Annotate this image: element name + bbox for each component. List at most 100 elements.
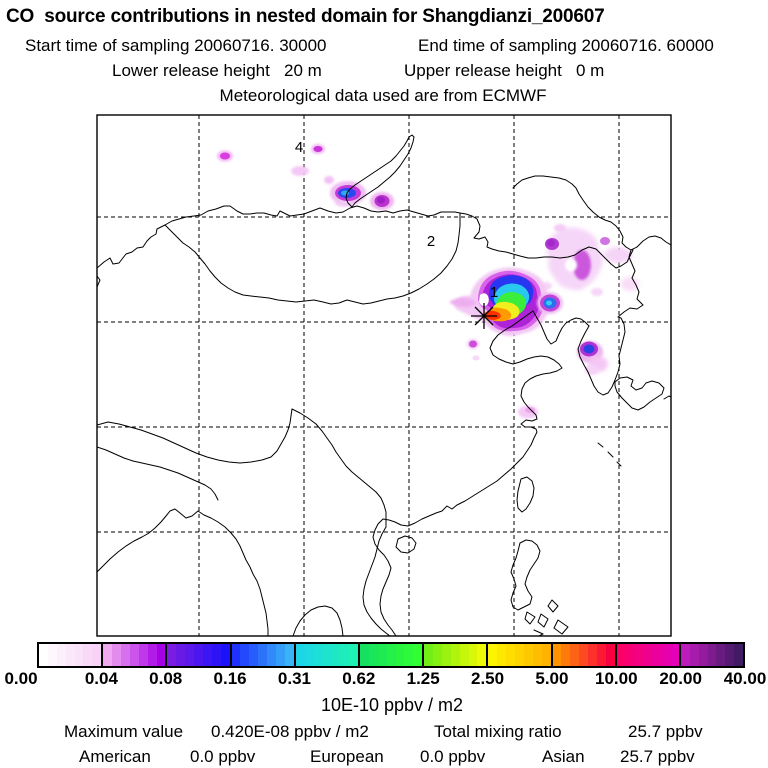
colorbar-cell: [231, 644, 241, 666]
colorbar-tick-label: 2.50: [470, 669, 505, 688]
colorbar-cell: [103, 644, 113, 666]
met-source-label: Meteorological data used are from ECMWF: [219, 86, 547, 105]
coastlines: [97, 134, 671, 636]
region-asian-label: Asian: [542, 747, 585, 766]
colorbar-cell: [561, 644, 571, 666]
colorbar-cell: [176, 644, 186, 666]
colorbar-cell: [488, 644, 498, 666]
colorbar-cell: [570, 644, 580, 666]
colorbar-cell: [433, 644, 442, 666]
total-mixing-ratio-value: 25.7 ppbv: [628, 722, 703, 741]
colorbar-cell: [295, 644, 305, 666]
colorbar-cell: [413, 644, 423, 666]
asterisk-arm: [474, 306, 494, 326]
colorbar-segment: [357, 644, 423, 666]
colorbar-cell: [112, 644, 121, 666]
colorbar-cell: [220, 644, 230, 666]
maximum-value-label: Maximum value: [64, 722, 184, 741]
colorbar-tick-label: 20.00: [659, 669, 702, 688]
colorbar-cell: [359, 644, 369, 666]
lower-release-label: Lower release height 20 m: [112, 61, 322, 80]
colorbar-segment: [614, 644, 679, 666]
graticule: [97, 115, 671, 636]
colorbar-cell: [497, 644, 507, 666]
colorbar-tick-label: 0.08: [149, 669, 183, 688]
colorbar-cell: [156, 644, 166, 666]
colorbar-cell: [211, 644, 221, 666]
upper-release-label: Upper release height 0 m: [404, 61, 605, 80]
colorbar-cell: [322, 644, 332, 666]
colorbar-cell: [147, 644, 157, 666]
colorbar-cell: [404, 644, 414, 666]
colorbar-cell: [634, 644, 644, 666]
colorbar-segment: [229, 644, 294, 666]
map-border: [96, 114, 672, 637]
region-asian-value: 25.7 ppbv: [620, 747, 695, 766]
colorbar-cell: [74, 644, 84, 666]
colorbar-cell: [331, 644, 341, 666]
map-label-2: 2: [427, 233, 435, 250]
sampling-start-label: Start time of sampling 20060716. 30000: [25, 36, 327, 55]
colorbar-cell: [240, 644, 250, 666]
colorbar-cell: [514, 644, 524, 666]
colorbar-cell: [267, 644, 277, 666]
colorbar-cell: [386, 644, 396, 666]
colorbar-cell: [258, 644, 268, 666]
colorbar-cell: [689, 644, 699, 666]
colorbar-cell: [680, 644, 690, 666]
colorbar-cell: [734, 644, 744, 666]
colorbar-tick-label: 0.00: [4, 669, 38, 688]
maximum-value: 0.420E-08 ppbv / m2: [211, 722, 369, 741]
colorbar-tick-label: 0.16: [213, 669, 247, 688]
colorbar-cell: [588, 644, 597, 666]
colorbar-segment: [101, 644, 166, 666]
region-american-label: American: [79, 747, 151, 766]
colorbar-cell: [532, 644, 542, 666]
colorbar-cell: [47, 644, 57, 666]
colorbar-cell: [340, 644, 350, 666]
colorbar-cell: [477, 644, 487, 666]
colorbar-cell: [450, 644, 460, 666]
region-european-value: 0.0 ppbv: [420, 747, 486, 766]
colorbar-segment: [550, 644, 615, 666]
colorbar-segment: [678, 644, 744, 666]
colorbar-cell: [83, 644, 93, 666]
colorbar-tick-label: 0.62: [342, 669, 376, 688]
colorbar-cell: [725, 644, 735, 666]
colorbar: [37, 642, 745, 668]
region-american-value: 0.0 ppbv: [190, 747, 256, 766]
colorbar-cell: [707, 644, 717, 666]
sampling-end-label: End time of sampling 20060716. 60000: [418, 36, 714, 55]
colorbar-segment: [165, 644, 230, 666]
colorbar-cell: [579, 644, 589, 666]
colorbar-cell: [249, 644, 259, 666]
colorbar-cell: [202, 644, 212, 666]
colorbar-tick-label: 0.04: [84, 669, 118, 688]
colorbar-cell: [368, 644, 378, 666]
colorbar-segment: [486, 644, 551, 666]
colorbar-cell: [468, 644, 478, 666]
total-mixing-ratio-label: Total mixing ratio: [434, 722, 562, 741]
colorbar-cell: [523, 644, 533, 666]
colorbar-cell: [185, 644, 195, 666]
colorbar-cell: [92, 644, 102, 666]
colorbar-tick-label: 40.00: [723, 669, 767, 688]
colorbar-cell: [652, 644, 662, 666]
colorbar-cell: [552, 644, 562, 666]
colorbar-units-label: 10E-10 ppbv / m2: [320, 695, 464, 715]
map-labels: 4 2 1: [295, 139, 498, 301]
colorbar-cell: [506, 644, 515, 666]
colorbar-cell: [284, 644, 294, 666]
colorbar-segment: [39, 644, 102, 666]
release-site-marker: [471, 303, 497, 329]
colorbar-cell: [541, 644, 551, 666]
colorbar-cell: [395, 644, 405, 666]
region-european-label: European: [310, 747, 384, 766]
map-label-1: 1: [490, 284, 498, 301]
colorbar-cell: [167, 644, 177, 666]
colorbar-cell: [424, 644, 434, 666]
colorbar-cell: [313, 644, 323, 666]
colorbar-tick-label: 1.25: [406, 669, 440, 688]
concentration-plumes: [217, 144, 639, 419]
colorbar-cell: [716, 644, 726, 666]
